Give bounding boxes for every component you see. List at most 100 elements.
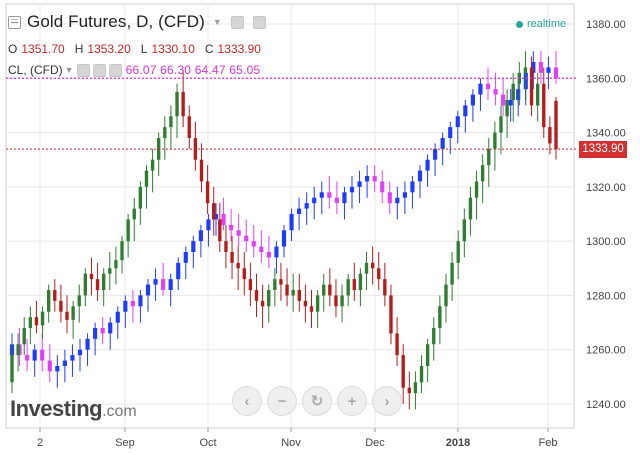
x-tick-label: Nov: [281, 437, 301, 449]
crude-oil-candle: [77, 349, 83, 356]
crude-oil-candle: [546, 67, 551, 73]
gold-candle: [456, 241, 460, 263]
crude-oil-candle: [289, 214, 294, 231]
ohlc-high-label: H: [74, 42, 84, 56]
gold-candle: [175, 91, 179, 117]
gold-candle: [34, 317, 39, 326]
crude-oil-candle: [266, 252, 271, 258]
crude-oil-candle: [47, 360, 52, 372]
gold-candle: [499, 116, 503, 133]
crude-oil-candle: [417, 170, 423, 182]
gold-candle: [16, 344, 20, 356]
crude-oil-candle: [213, 214, 219, 220]
gold-candle: [450, 262, 454, 285]
chevron-left-icon[interactable]: ‹: [232, 386, 262, 416]
gold-candle: [59, 300, 63, 312]
x-tick-label: Sep: [115, 437, 135, 449]
crude-oil-candle: [62, 360, 67, 366]
crude-oil-candle: [191, 241, 196, 252]
crude-oil-candle: [40, 349, 45, 361]
gold-candle: [120, 241, 124, 261]
crude-oil-candle: [244, 235, 249, 242]
gold-candle: [273, 279, 277, 290]
gold-candle: [395, 333, 399, 356]
gold-candle: [505, 100, 509, 117]
gold-candle: [432, 328, 436, 345]
y-tick-label: 1380.00: [586, 19, 626, 31]
overlay-chevron-icon[interactable]: ▼: [64, 65, 74, 75]
gold-candle: [401, 355, 405, 388]
gold-candle: [438, 306, 442, 328]
crude-oil-candle: [349, 186, 355, 193]
x-tick-label: 2018: [446, 437, 470, 449]
overlay-values: 66.07 66.30 64.47 65.05: [125, 63, 261, 77]
gold-candle: [95, 279, 100, 290]
crude-oil-candle: [327, 192, 332, 198]
x-tick-label: Dec: [365, 437, 385, 449]
collapse-icon[interactable]: [8, 15, 21, 29]
overlay-settings-icon[interactable]: [92, 63, 106, 77]
symbol-title[interactable]: Gold Futures, D, (CFD): [27, 12, 205, 31]
chevron-down-icon[interactable]: ▼: [212, 17, 222, 27]
settings-icon[interactable]: [230, 15, 244, 29]
gold-candle: [260, 300, 265, 307]
realtime-indicator: realtime: [516, 18, 566, 30]
crude-oil-candle: [448, 127, 453, 138]
gold-candle: [65, 311, 69, 320]
gold-candle: [370, 262, 375, 269]
investing-logo: Investing .com: [10, 396, 137, 422]
ohlc-readout: O 1351.70 H 1353.20 L 1330.10 C 1333.90: [8, 42, 267, 56]
crude-oil-candle: [485, 83, 491, 90]
overlay-close-icon[interactable]: [108, 63, 122, 77]
crude-oil-candle: [478, 83, 483, 95]
gold-candle: [83, 273, 88, 296]
crude-oil-candle: [440, 138, 445, 149]
close-icon[interactable]: [252, 15, 266, 29]
gold-candle: [114, 260, 118, 269]
gold-candle: [419, 366, 424, 383]
gold-candle: [22, 328, 26, 345]
gold-candle: [169, 116, 173, 128]
gold-candle: [444, 284, 448, 307]
gold-candle: [102, 273, 106, 290]
gold-candle: [163, 127, 167, 138]
minus-icon[interactable]: −: [267, 386, 297, 416]
chart-navigation: ‹ − ↻ + ›: [232, 386, 402, 416]
gold-candle: [285, 284, 289, 296]
crude-oil-candle: [100, 328, 105, 334]
overlay-name[interactable]: CL, (CFD): [8, 63, 63, 77]
gold-candle: [511, 83, 515, 100]
crude-oil-candle: [130, 300, 135, 307]
gold-candle: [340, 295, 344, 307]
chevron-right-icon[interactable]: ›: [372, 386, 402, 416]
crude-oil-candle: [236, 230, 241, 236]
gold-candle: [297, 290, 301, 301]
gold-candle: [144, 170, 149, 187]
gold-candle: [358, 273, 363, 290]
crude-oil-candle: [115, 311, 120, 323]
crude-oil-candle: [395, 197, 400, 204]
gold-candle: [425, 344, 430, 366]
ohlc-low-value: 1330.10: [151, 42, 195, 56]
crude-oil-candle: [85, 338, 90, 350]
gold-candle: [254, 290, 259, 301]
crude-oil-candle: [198, 230, 203, 242]
gold-candle: [535, 83, 540, 106]
overlay-legend: CL, (CFD) ▼ 66.07 66.30 64.47 65.05: [8, 63, 260, 77]
gold-candle: [77, 295, 81, 307]
crude-oil-candle: [553, 67, 559, 79]
plus-icon[interactable]: +: [337, 386, 367, 416]
crude-oil-candle: [168, 279, 173, 290]
gold-candle: [315, 295, 320, 312]
gold-candle: [474, 181, 479, 198]
reset-icon[interactable]: ↻: [302, 386, 332, 416]
crude-oil-candle: [387, 192, 392, 204]
overlay-visibility-icon[interactable]: [76, 63, 90, 77]
gold-candle: [28, 317, 33, 328]
gold-candle: [89, 273, 94, 280]
gold-candle: [389, 295, 393, 334]
crude-oil-candle: [297, 208, 302, 214]
last-price-tag: 1333.90: [579, 141, 627, 158]
ohlc-high-value: 1353.20: [87, 42, 131, 56]
